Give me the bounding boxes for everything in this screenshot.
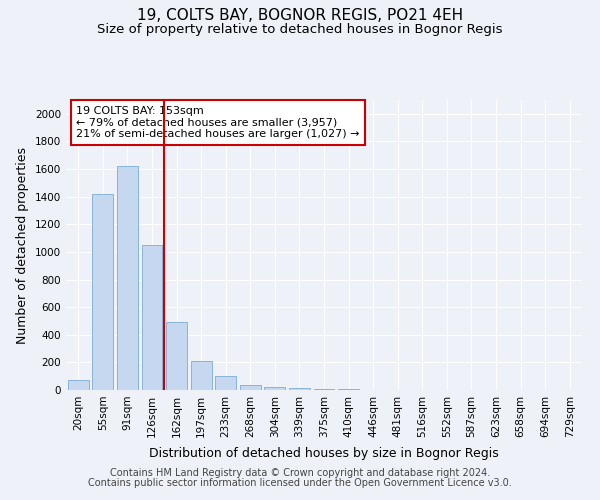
Y-axis label: Number of detached properties: Number of detached properties bbox=[16, 146, 29, 344]
Text: Distribution of detached houses by size in Bognor Regis: Distribution of detached houses by size … bbox=[149, 448, 499, 460]
Bar bbox=[142, 245, 163, 390]
Bar bbox=[68, 380, 89, 390]
Bar bbox=[215, 376, 236, 390]
Text: 19, COLTS BAY, BOGNOR REGIS, PO21 4EH: 19, COLTS BAY, BOGNOR REGIS, PO21 4EH bbox=[137, 8, 463, 22]
Bar bbox=[191, 361, 212, 390]
Text: Contains HM Land Registry data © Crown copyright and database right 2024.: Contains HM Land Registry data © Crown c… bbox=[110, 468, 490, 478]
Bar bbox=[117, 166, 138, 390]
Bar bbox=[289, 388, 310, 390]
Bar bbox=[265, 387, 286, 390]
Text: Size of property relative to detached houses in Bognor Regis: Size of property relative to detached ho… bbox=[97, 22, 503, 36]
Bar bbox=[240, 385, 261, 390]
Bar bbox=[314, 388, 334, 390]
Bar bbox=[166, 322, 187, 390]
Text: 19 COLTS BAY: 153sqm
← 79% of detached houses are smaller (3,957)
21% of semi-de: 19 COLTS BAY: 153sqm ← 79% of detached h… bbox=[76, 106, 360, 139]
Text: Contains public sector information licensed under the Open Government Licence v3: Contains public sector information licen… bbox=[88, 478, 512, 488]
Bar bbox=[92, 194, 113, 390]
